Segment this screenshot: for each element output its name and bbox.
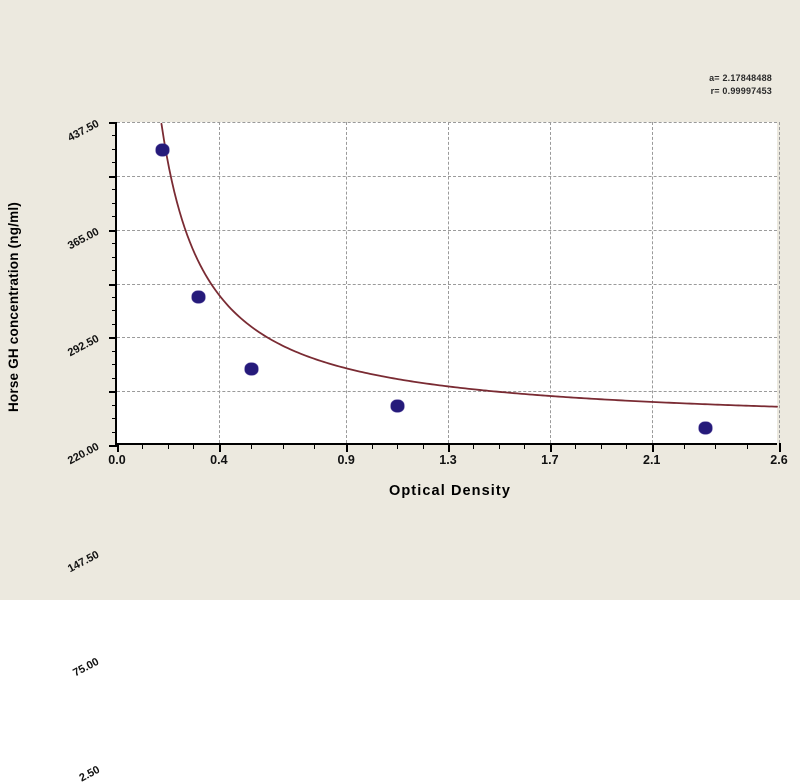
y-tick-minor (112, 135, 117, 137)
gridline-vertical (651, 122, 653, 443)
y-tick-label: 220.00 (66, 440, 102, 468)
y-tick-label: 147.50 (66, 548, 102, 575)
gridline-vertical (549, 122, 551, 443)
y-tick-minor (112, 243, 117, 245)
y-tick-minor (112, 418, 117, 420)
gridline-vertical (779, 122, 780, 443)
x-tick-minor (397, 443, 399, 449)
y-tick-minor (112, 189, 117, 191)
x-tick-minor (747, 443, 749, 449)
data-point (191, 290, 205, 303)
x-tick-mark (779, 443, 781, 452)
gridline-horizontal (117, 337, 777, 339)
x-tick-label: 0.0 (108, 453, 126, 467)
x-tick-minor (167, 443, 169, 449)
y-tick-minor (112, 310, 117, 312)
x-tick-label: 1.7 (541, 453, 559, 467)
x-tick-minor (626, 443, 628, 449)
x-tick-minor (371, 443, 373, 449)
y-tick-minor (112, 270, 117, 272)
x-tick-minor (142, 443, 144, 449)
x-tick-minor (250, 443, 252, 449)
fitted-curve (160, 122, 778, 408)
gridline-vertical (448, 122, 449, 443)
x-tick-label: 2.6 (770, 453, 788, 467)
x-tick-mark (448, 443, 450, 452)
annotation-slope: a= 2.17848488 (709, 73, 772, 83)
x-tick-label: 2.1 (642, 453, 661, 467)
data-point (390, 400, 404, 413)
y-tick-mark: 2.50 (77, 445, 117, 784)
x-tick-mark (651, 443, 654, 452)
x-tick-minor (683, 443, 685, 449)
y-tick-minor (112, 216, 117, 218)
x-tick-minor (193, 443, 195, 449)
y-tick-mark: 75.00 (72, 391, 117, 680)
x-tick-mark (346, 443, 349, 452)
x-tick-minor (473, 443, 475, 449)
gridline-horizontal (117, 391, 777, 393)
y-tick-mark: 147.50 (66, 337, 117, 575)
x-axis-title: Optical Density (388, 483, 512, 499)
y-axis-title: Horse GH concentration (ng/ml) (5, 201, 21, 413)
x-tick-minor (600, 443, 602, 449)
gridline-vertical (218, 122, 220, 443)
y-tick-mark: 292.50 (66, 229, 117, 359)
y-tick-minor (112, 202, 117, 204)
y-tick-minor (112, 404, 117, 406)
y-tick-mark: 220.00 (66, 283, 117, 467)
x-tick-mark (549, 443, 552, 452)
x-tick-label: 0.9 (337, 453, 355, 467)
data-point (156, 143, 170, 156)
annotation-correlation: r= 0.99997453 (710, 86, 772, 96)
y-tick-label: 292.50 (66, 333, 102, 360)
gridline-vertical (346, 122, 348, 443)
x-tick-minor (575, 443, 577, 449)
y-tick-minor (112, 431, 117, 433)
gridline-horizontal (117, 122, 777, 123)
x-tick-minor (524, 443, 526, 449)
gridline-horizontal (117, 175, 777, 177)
y-tick-label: 365.00 (66, 225, 102, 252)
x-tick-mark (117, 443, 119, 452)
y-tick-label: 437.50 (66, 117, 102, 145)
x-tick-label: 1.3 (439, 453, 457, 467)
x-tick-minor (314, 443, 316, 449)
y-tick-minor (112, 296, 117, 298)
x-tick-minor (282, 443, 284, 449)
data-point (698, 421, 712, 434)
x-tick-mark (218, 443, 221, 452)
x-tick-minor (422, 443, 424, 449)
y-tick-mark: 437.50 (66, 118, 117, 144)
y-tick-minor (112, 323, 117, 325)
y-tick-minor (112, 148, 117, 150)
y-tick-label: 2.50 (77, 763, 102, 784)
x-tick-label: 0.4 (210, 453, 228, 467)
y-tick-mark: 365.00 (66, 175, 117, 252)
gridline-horizontal (117, 229, 777, 231)
fit-statistics-annotation: a= 2.17848488 r= 0.99997453 (709, 72, 772, 98)
x-tick-minor (498, 443, 500, 449)
data-point (245, 362, 259, 375)
gridline-horizontal (117, 283, 777, 285)
y-tick-minor (112, 364, 117, 366)
y-tick-minor (112, 350, 117, 352)
plot-area: 2.50 75.00 147.50 220.00 292.50 365.00 437.50 … (66, 118, 787, 784)
y-tick-label: 75.00 (71, 656, 102, 680)
y-tick-minor (112, 256, 117, 258)
y-tick-minor (112, 162, 117, 164)
y-tick-minor (112, 377, 117, 379)
x-tick-minor (715, 443, 717, 449)
